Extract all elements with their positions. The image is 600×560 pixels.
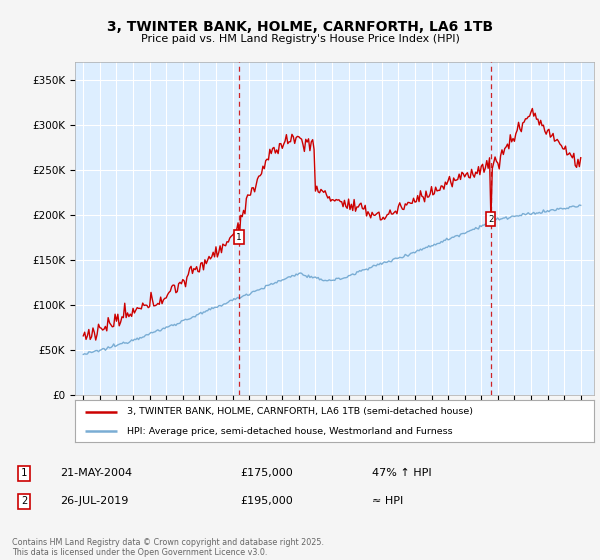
Text: 47% ↑ HPI: 47% ↑ HPI [372,468,431,478]
Text: 26-JUL-2019: 26-JUL-2019 [60,496,128,506]
Text: HPI: Average price, semi-detached house, Westmorland and Furness: HPI: Average price, semi-detached house,… [127,427,452,436]
Text: £195,000: £195,000 [240,496,293,506]
Text: 3, TWINTER BANK, HOLME, CARNFORTH, LA6 1TB (semi-detached house): 3, TWINTER BANK, HOLME, CARNFORTH, LA6 1… [127,407,473,416]
Text: 1: 1 [21,468,27,478]
Text: ≈ HPI: ≈ HPI [372,496,403,506]
Text: £175,000: £175,000 [240,468,293,478]
Text: 21-MAY-2004: 21-MAY-2004 [60,468,132,478]
Text: 2: 2 [488,214,493,223]
Text: 2: 2 [21,496,27,506]
Text: 3, TWINTER BANK, HOLME, CARNFORTH, LA6 1TB: 3, TWINTER BANK, HOLME, CARNFORTH, LA6 1… [107,20,493,34]
Text: Contains HM Land Registry data © Crown copyright and database right 2025.
This d: Contains HM Land Registry data © Crown c… [12,538,324,557]
Text: 1: 1 [236,233,242,242]
Text: Price paid vs. HM Land Registry's House Price Index (HPI): Price paid vs. HM Land Registry's House … [140,34,460,44]
